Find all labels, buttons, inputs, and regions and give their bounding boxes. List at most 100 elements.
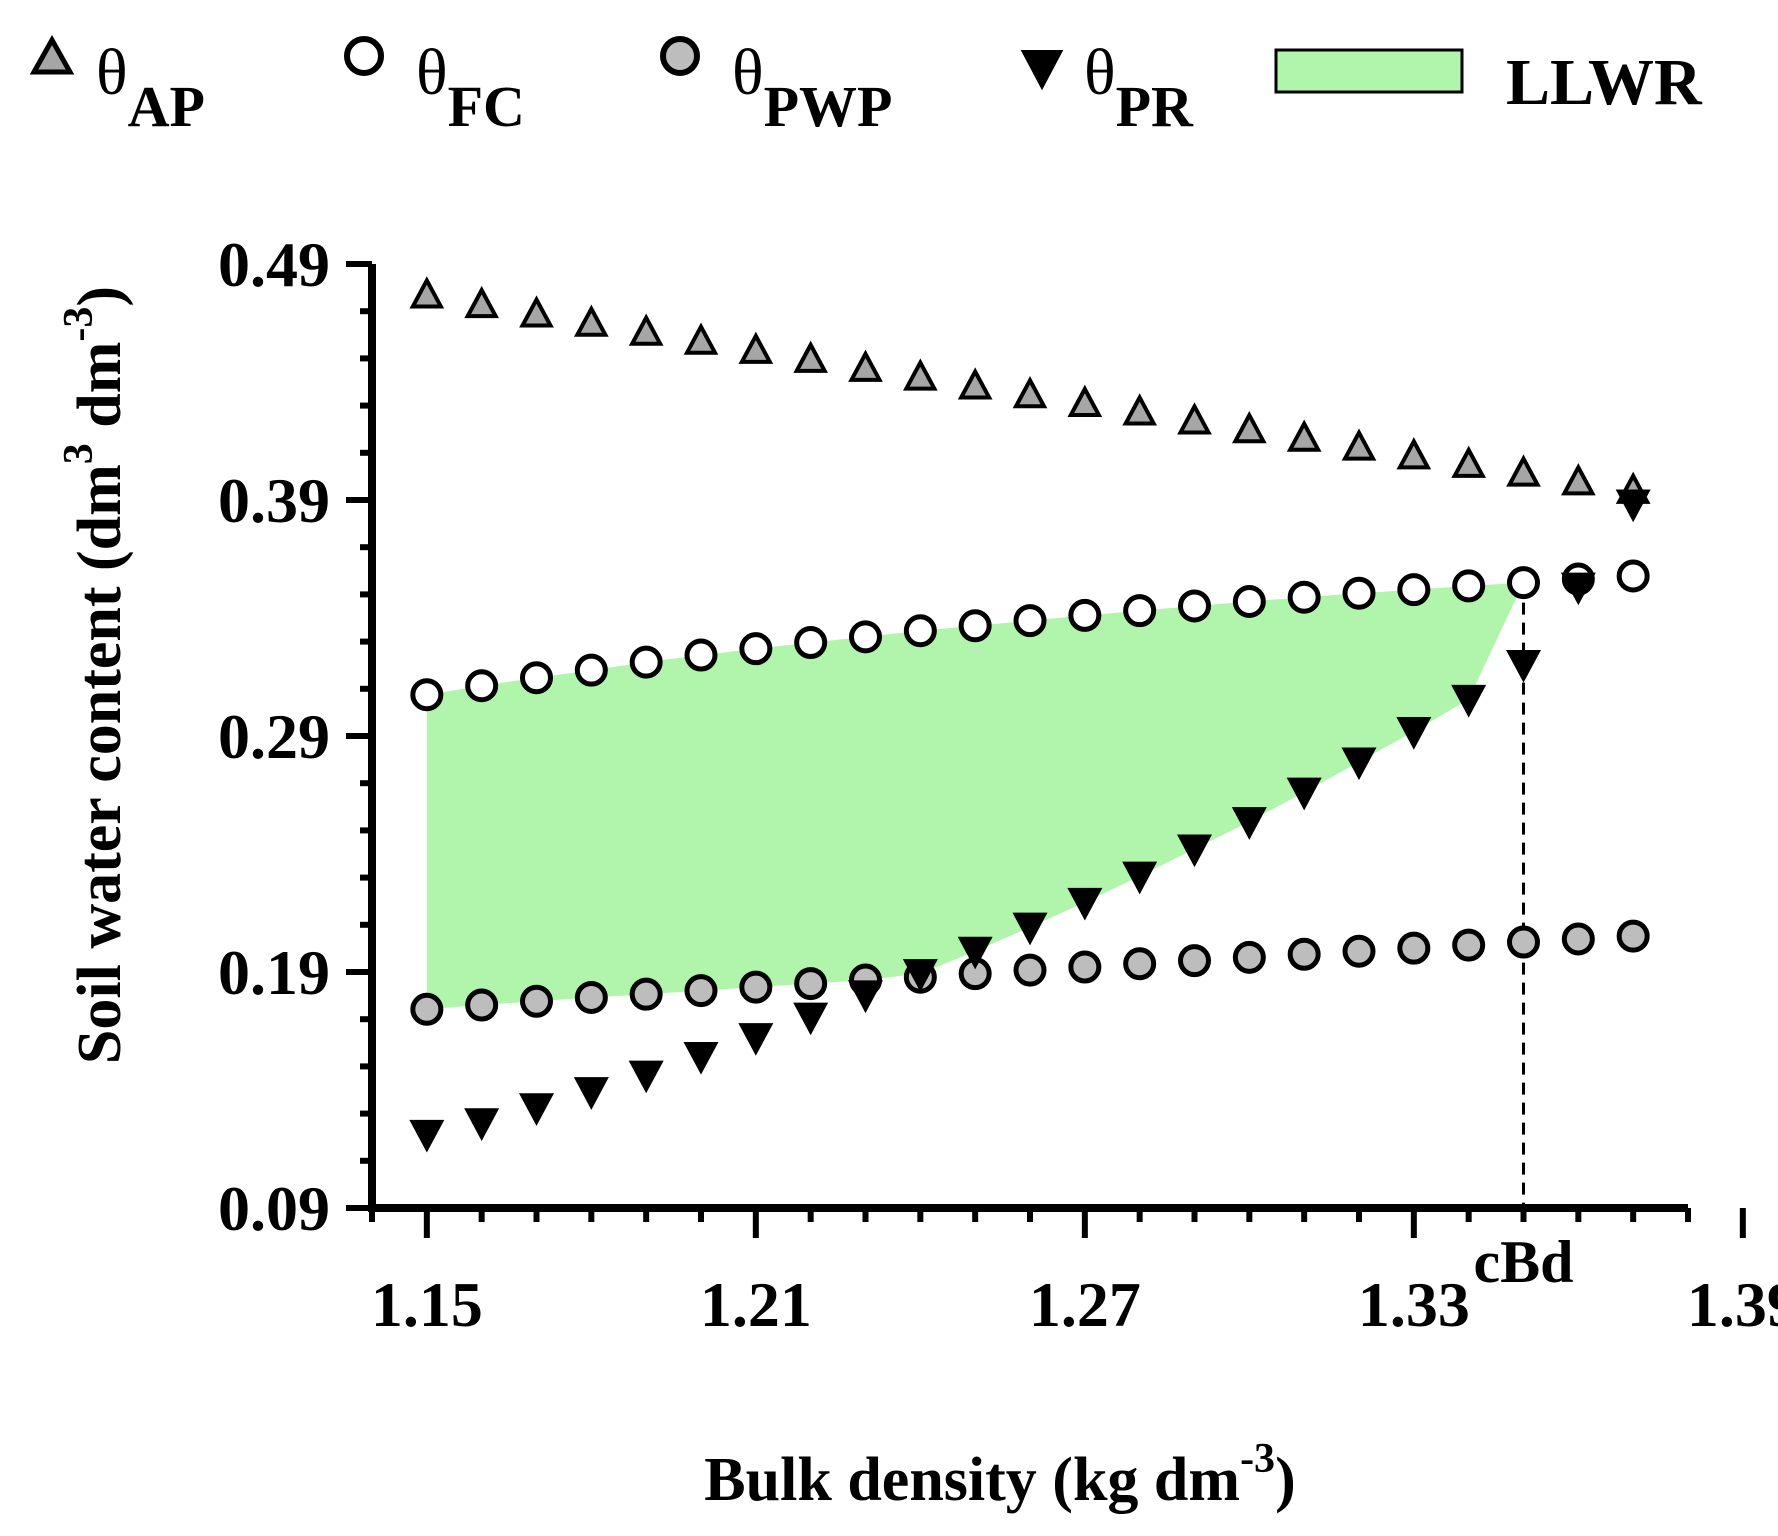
pr-point [409, 1119, 445, 1153]
pwp-point [1178, 944, 1211, 978]
y-tick-label: 0.19 [218, 937, 330, 1008]
pr-point [902, 959, 938, 992]
pwp-point [1452, 928, 1486, 962]
pwp-point [574, 980, 608, 1014]
legend-llwr-swatch [1274, 48, 1464, 94]
ap-point [848, 349, 883, 382]
legend-ap-marker [29, 34, 75, 75]
fc-point [1507, 566, 1540, 600]
fc-point [1232, 584, 1266, 618]
series-theta-ap [409, 276, 1651, 504]
axes: 0.09 0.19 0.29 0.39 0.49 1.15 1.21 1.27 1.33 1.3… [218, 229, 1778, 1340]
pr-point [1505, 649, 1542, 683]
ap-point [1122, 393, 1158, 426]
legend: θAP θFC θPWP θPR LLWR [29, 34, 1703, 139]
pr-point [1286, 777, 1322, 811]
ap-point [683, 322, 719, 355]
ap-point [1067, 384, 1103, 418]
pr-point [793, 1002, 829, 1036]
fc-point [849, 620, 882, 654]
ap-point [573, 304, 609, 337]
fc-point [574, 653, 608, 687]
legend-ap-label: θAP [96, 36, 205, 139]
fc-point [684, 638, 718, 672]
pr-point [683, 1041, 719, 1075]
fc-point [1123, 594, 1157, 628]
pr-point [573, 1077, 609, 1110]
y-axis-ticks: 0.09 0.19 0.29 0.39 0.49 [218, 229, 372, 1244]
pwp-point [1507, 925, 1540, 959]
pwp-point [1561, 922, 1595, 956]
pr-point [1341, 747, 1377, 781]
pr-point [1122, 861, 1158, 895]
fc-point [1342, 576, 1376, 610]
fc-point [410, 678, 444, 712]
x-axis-ticks: 1.15 1.21 1.27 1.33 1.39 [369, 1208, 1778, 1340]
legend-item-pr: θPR [1020, 36, 1194, 139]
pwp-point [410, 992, 444, 1026]
legend-item-llwr: LLWR [1274, 46, 1703, 119]
pr-point [1451, 684, 1487, 718]
fc-point [1397, 573, 1431, 607]
ap-point [1012, 376, 1048, 409]
pwp-point [739, 970, 773, 1004]
pwp-point [1397, 931, 1431, 965]
x-tick-label: 1.39 [1687, 1269, 1778, 1340]
ap-point [1231, 410, 1267, 444]
pr-point [1176, 834, 1213, 868]
ap-point [1451, 445, 1487, 478]
ap-point [409, 276, 445, 309]
cbd-label: cBd [1473, 1229, 1573, 1295]
fc-point [1616, 559, 1650, 593]
legend-llwr-label: LLWR [1506, 46, 1703, 119]
x-axis-title: Bulk density (kg dm-3) [704, 1436, 1295, 1514]
legend-item-pwp: θPWP [660, 36, 892, 139]
y-tick-label: 0.49 [218, 229, 330, 300]
pwp-point [1616, 919, 1650, 953]
pr-point [628, 1060, 664, 1094]
pr-point [847, 980, 884, 1014]
pwp-point [465, 988, 499, 1022]
x-tick-label: 1.21 [700, 1269, 812, 1340]
legend-pwp-label: θPWP [732, 36, 892, 139]
ap-point [957, 367, 993, 400]
y-tick-label: 0.29 [218, 701, 330, 772]
y-tick-label: 0.09 [218, 1173, 330, 1244]
pwp-point [1068, 950, 1102, 984]
fc-point [1013, 604, 1047, 638]
pwp-point [1287, 937, 1321, 971]
pwp-point [1013, 953, 1047, 987]
fc-point [739, 632, 773, 666]
fc-point [1178, 589, 1211, 623]
series-theta-pr [409, 489, 1651, 1153]
legend-fc-label: θFC [416, 36, 525, 139]
x-tick-label: 1.33 [1358, 1269, 1470, 1340]
fc-point [520, 661, 553, 695]
pwp-point [1123, 947, 1157, 981]
y-axis-title: Soil water content (dm3 dm-3) [56, 286, 134, 1064]
y-tick-label: 0.39 [218, 465, 330, 536]
ap-point [1286, 419, 1322, 452]
legend-pr-marker [1020, 50, 1064, 91]
ap-point [519, 295, 554, 328]
fc-point [903, 614, 937, 648]
legend-fc-marker [344, 36, 384, 76]
fc-point [1068, 598, 1102, 632]
ap-point [902, 358, 938, 391]
ap-point [1396, 437, 1432, 470]
pwp-point [1342, 934, 1376, 968]
fc-point [465, 669, 499, 703]
pr-point [957, 936, 993, 970]
ap-point [464, 285, 500, 319]
pr-point [738, 1023, 774, 1056]
pr-point [518, 1093, 555, 1126]
pwp-point [520, 984, 553, 1018]
fc-point [1287, 580, 1321, 614]
legend-item-fc: θFC [344, 36, 525, 139]
fc-point [794, 626, 828, 660]
pwp-point [1232, 940, 1266, 974]
fc-point [958, 609, 992, 643]
pr-point [1396, 717, 1432, 750]
pr-point [1615, 489, 1651, 523]
